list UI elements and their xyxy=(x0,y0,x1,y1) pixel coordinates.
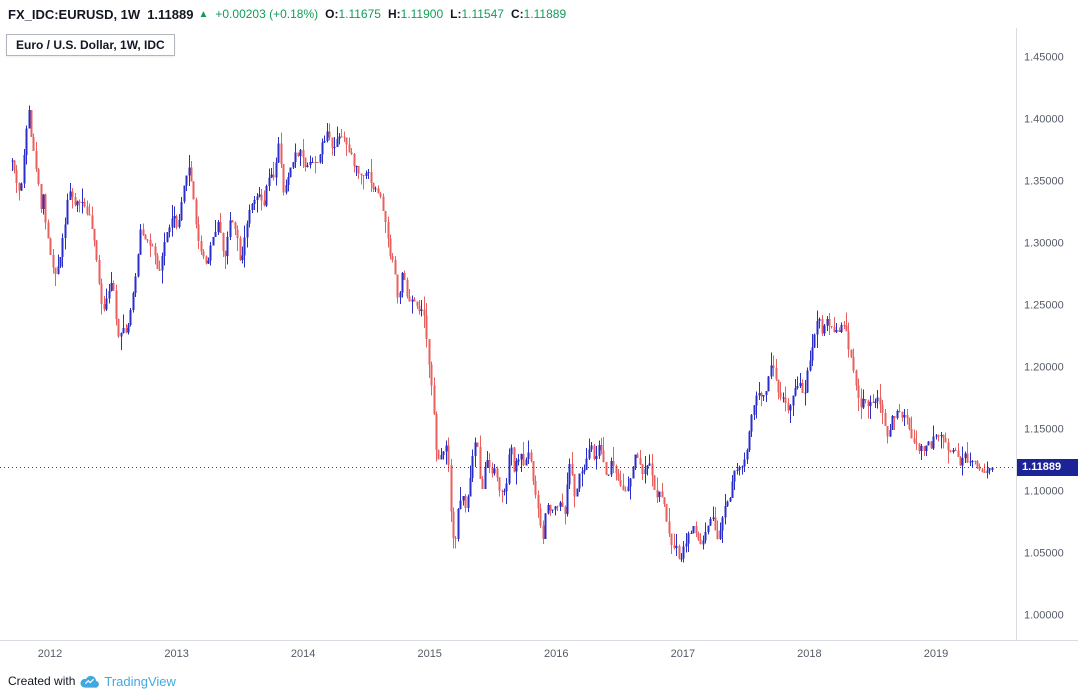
chart-legend: Euro / U.S. Dollar, 1W, IDC xyxy=(6,34,175,56)
high-value: H:1.11900 xyxy=(388,7,443,21)
close-value: C:1.11889 xyxy=(511,7,566,21)
close-label: C: xyxy=(510,7,524,21)
low-label: L: xyxy=(450,7,462,21)
low-price: 1.11547 xyxy=(461,7,504,21)
svg-text:1.40000: 1.40000 xyxy=(1024,114,1064,126)
svg-text:2016: 2016 xyxy=(544,648,568,660)
symbol-info-bar: FX_IDC:EURUSD, 1W 1.11889 ▲ +0.00203 (+0… xyxy=(0,0,1078,28)
current-price-label: 1.11889 xyxy=(1017,459,1078,476)
price-change: +0.00203 (+0.18%) xyxy=(215,7,319,21)
open-price: 1.11675 xyxy=(338,7,381,21)
axis-lines xyxy=(0,28,1078,641)
open-label: O: xyxy=(325,7,339,21)
low-value: L:1.11547 xyxy=(450,7,504,21)
svg-text:1.35000: 1.35000 xyxy=(1024,176,1064,188)
svg-text:2012: 2012 xyxy=(38,648,62,660)
tradingview-logo-icon[interactable] xyxy=(80,674,100,689)
tradingview-brand-link[interactable]: TradingView xyxy=(104,673,176,689)
svg-text:1.10000: 1.10000 xyxy=(1024,486,1064,498)
created-with-text: Created with xyxy=(8,674,76,688)
svg-text:1.45000: 1.45000 xyxy=(1024,52,1064,64)
price-axis[interactable]: 1.00000 1.05000 1.10000 1.15000 1.20000 1.250… xyxy=(1024,52,1064,622)
svg-text:1.25000: 1.25000 xyxy=(1024,300,1064,312)
attribution-bar: Created with TradingView xyxy=(0,667,1078,695)
symbol-title: FX_IDC:EURUSD, 1W xyxy=(8,6,141,22)
svg-text:2013: 2013 xyxy=(164,648,188,660)
time-axis[interactable]: 2012 2013 2014 2015 2016 2017 2018 2019 xyxy=(38,648,948,660)
svg-text:2014: 2014 xyxy=(291,648,315,660)
high-label: H: xyxy=(387,7,401,21)
close-price: 1.11889 xyxy=(523,7,567,21)
candlestick-chart-canvas[interactable]: 1.00000 1.05000 1.10000 1.15000 1.20000 1.250… xyxy=(0,28,1078,667)
svg-text:2015: 2015 xyxy=(417,648,441,660)
open-value: O:1.11675 xyxy=(325,7,381,21)
svg-text:1.00000: 1.00000 xyxy=(1024,610,1064,622)
svg-text:1.30000: 1.30000 xyxy=(1024,238,1064,250)
svg-text:2017: 2017 xyxy=(671,648,695,660)
last-price: 1.11889 xyxy=(147,6,194,22)
svg-text:1.15000: 1.15000 xyxy=(1024,424,1064,436)
high-price: 1.11900 xyxy=(400,7,444,21)
svg-text:2018: 2018 xyxy=(797,648,821,660)
up-arrow-icon: ▲ xyxy=(198,8,209,20)
svg-text:1.20000: 1.20000 xyxy=(1024,362,1064,374)
svg-text:2019: 2019 xyxy=(924,648,948,660)
svg-text:1.05000: 1.05000 xyxy=(1024,548,1064,560)
chart-area[interactable]: 1.00000 1.05000 1.10000 1.15000 1.20000 1.250… xyxy=(0,28,1078,667)
candlesticks[interactable] xyxy=(11,105,994,563)
